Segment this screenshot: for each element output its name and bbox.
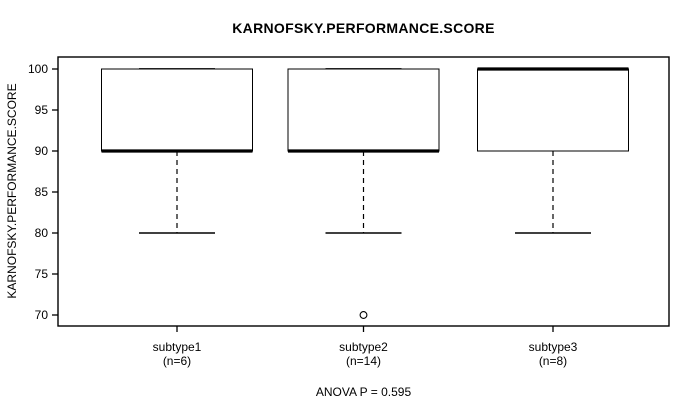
anova-annotation: ANOVA P = 0.595 (315, 385, 412, 399)
group-label-subtype2: subtype2 (n=14) (284, 340, 444, 368)
box-subtype3 (477, 68, 629, 152)
y-tick-label: 85 (34, 185, 48, 199)
group-name: subtype1 (152, 340, 202, 354)
y-tick-label: 95 (34, 103, 48, 117)
group-name: subtype2 (339, 340, 388, 354)
y-tick-label: 75 (34, 267, 48, 281)
group-n-count: (n=14) (345, 354, 382, 368)
group-n-count: (n=8) (538, 354, 568, 368)
group-label-subtype3: subtype3 (n=8) (473, 340, 633, 368)
group-n-count: (n=6) (162, 354, 192, 368)
y-tick-label: 90 (34, 144, 48, 158)
y-tick-label: 80 (34, 226, 48, 240)
chart-title: KARNOFSKY.PERFORMANCE.SCORE (232, 20, 495, 36)
box-subtype1 (101, 68, 253, 152)
group-name: subtype3 (528, 340, 578, 354)
group-label-subtype1: subtype1 (n=6) (97, 340, 257, 368)
outlier-point-subtype2 (359, 311, 368, 319)
box-subtype2 (287, 68, 440, 152)
y-tick-label: 100 (27, 62, 48, 76)
y-tick-label: 70 (34, 308, 48, 322)
